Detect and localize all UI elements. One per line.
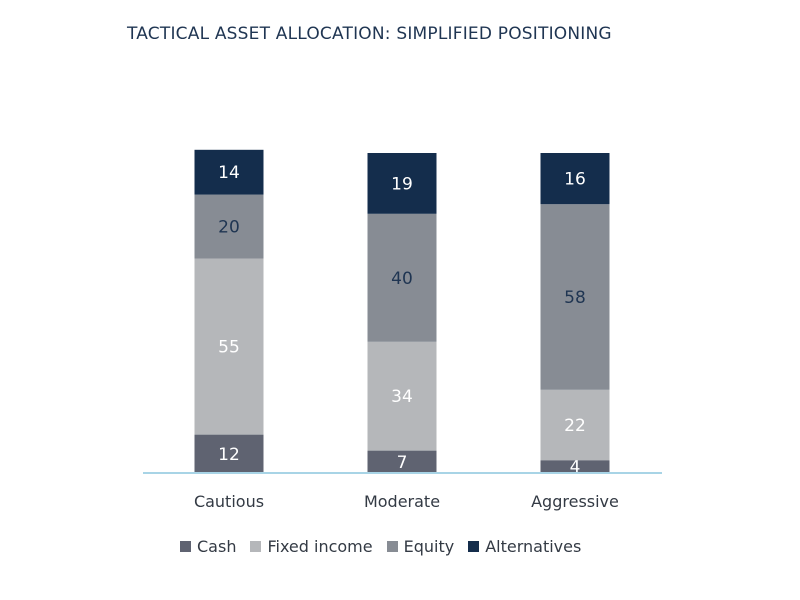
- bar-segment-cautious-fixed-income: [194, 258, 264, 435]
- data-label-aggressive-alternatives: 16: [564, 170, 586, 190]
- x-tick-label-moderate: Moderate: [364, 492, 440, 511]
- x-tick-label-cautious: Cautious: [194, 492, 264, 511]
- bar-segment-moderate-equity: [367, 213, 437, 342]
- data-label-moderate-cash: 7: [397, 453, 408, 473]
- bar-segment-moderate-cash: [367, 450, 437, 473]
- legend-item-alternatives: Alternatives: [468, 537, 581, 556]
- bar-segment-cautious-alternatives: [194, 149, 264, 195]
- legend-label-equity: Equity: [403, 537, 455, 556]
- legend-swatch-equity: [386, 541, 398, 552]
- data-label-aggressive-fixed-income: 22: [564, 416, 586, 436]
- data-label-cautious-alternatives: 14: [218, 163, 240, 183]
- data-label-cautious-fixed-income: 55: [218, 338, 240, 358]
- chart-legend: Cash Fixed income Equity Alternatives: [180, 537, 595, 556]
- legend-item-equity: Equity: [386, 537, 455, 556]
- legend-swatch-cash: [180, 541, 191, 552]
- legend-swatch-alternatives: [468, 541, 480, 552]
- chart-title: TACTICAL ASSET ALLOCATION: SIMPLIFIED PO…: [127, 24, 612, 44]
- bar-segment-moderate-fixed-income: [367, 341, 437, 451]
- x-tick-label-aggressive: Aggressive: [531, 492, 619, 511]
- data-label-aggressive-equity: 58: [564, 288, 586, 308]
- bar-segment-aggressive-alternatives: [540, 153, 610, 205]
- legend-item-cash: Cash: [180, 537, 236, 556]
- bar-segment-aggressive-equity: [540, 204, 610, 390]
- data-label-cautious-cash: 12: [218, 445, 240, 465]
- bar-segment-cautious-equity: [194, 194, 264, 259]
- bar-segment-aggressive-fixed-income: [540, 389, 610, 461]
- data-label-moderate-equity: 40: [391, 269, 413, 289]
- legend-item-fixed-income: Fixed income: [250, 537, 373, 556]
- legend-label-fixed-income: Fixed income: [267, 537, 373, 556]
- data-label-moderate-fixed-income: 34: [391, 387, 413, 407]
- bar-segment-cautious-cash: [194, 434, 264, 473]
- data-label-aggressive-cash: 4: [570, 458, 581, 478]
- bar-segment-aggressive-cash: [540, 460, 610, 473]
- bar-segment-moderate-alternatives: [367, 153, 437, 214]
- legend-label-cash: Cash: [197, 537, 237, 556]
- legend-label-alternatives: Alternatives: [485, 537, 582, 556]
- legend-swatch-fixed-income: [250, 541, 262, 552]
- data-label-moderate-alternatives: 19: [391, 174, 413, 194]
- data-label-cautious-equity: 20: [218, 218, 240, 238]
